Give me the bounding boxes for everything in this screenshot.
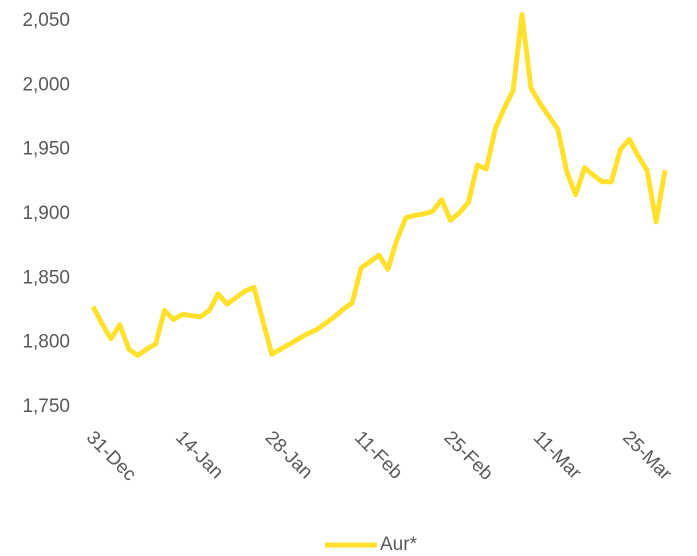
x-tick-label: 14-Jan	[171, 427, 227, 483]
y-tick-label: 2,050	[22, 10, 70, 31]
x-tick-label: 25-Mar	[618, 427, 676, 485]
x-tick-label: 11-Feb	[350, 427, 406, 483]
legend-label: Aur*	[380, 534, 418, 555]
x-tick-label: 25-Feb	[439, 427, 496, 484]
x-tick-label: 31-Dec	[82, 427, 140, 485]
y-tick-label: 1,850	[22, 267, 70, 288]
y-tick-label: 1,950	[22, 139, 70, 160]
data-line	[90, 12, 668, 358]
x-tick-label: 11-Mar	[529, 427, 586, 484]
y-tick-label: 1,800	[22, 332, 70, 353]
y-tick-label: 2,000	[22, 74, 70, 95]
y-tick-label: 1,750	[22, 396, 70, 417]
y-tick-label: 1,900	[22, 203, 70, 224]
x-tick-label: 28-Jan	[261, 427, 317, 483]
